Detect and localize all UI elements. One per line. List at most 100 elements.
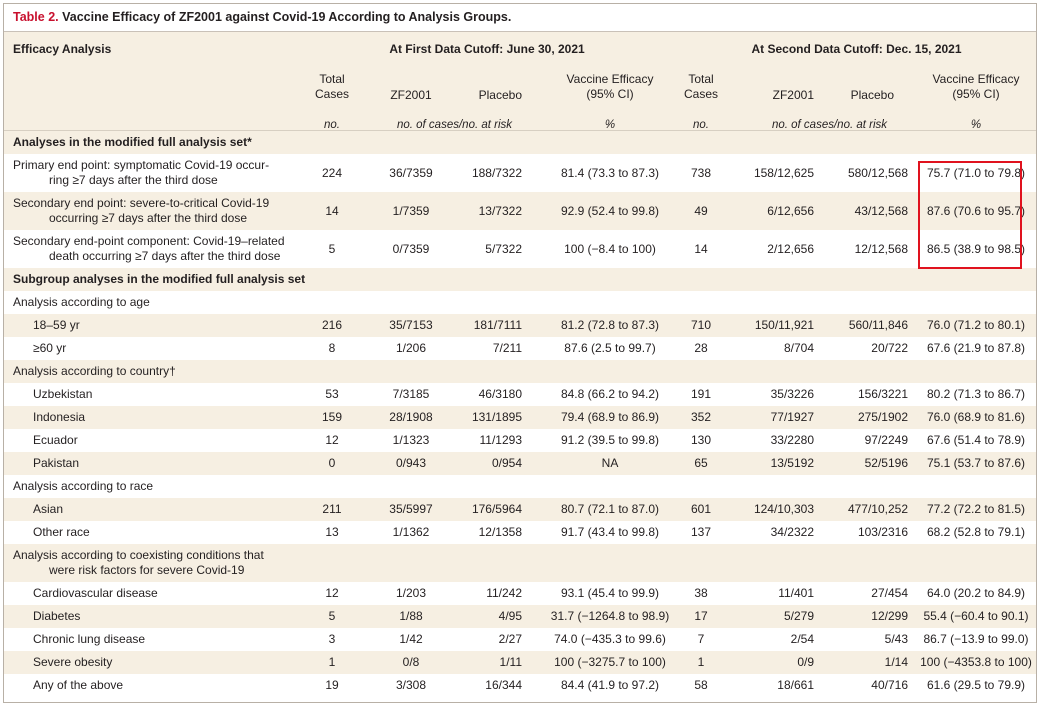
placebo-first-cell: 2/27 <box>498 632 522 646</box>
placebo-second-cell: 103/2316 <box>857 525 908 539</box>
total-cases-second-cell: 49 <box>694 204 708 218</box>
total-cases-second-cell: 738 <box>690 166 712 180</box>
vaccine-efficacy-second-cell: 67.6 (51.4 to 78.9) <box>926 433 1026 447</box>
vaccine-efficacy-header-2: Vaccine Efficacy (95% CI) <box>932 72 1020 101</box>
zf2001-first-cell: 1/203 <box>395 586 427 600</box>
placebo-second-cell: 27/454 <box>871 586 908 600</box>
vaccine-efficacy-first-cell: 74.0 (−435.3 to 99.6) <box>554 632 666 646</box>
placebo-first-cell: 7/211 <box>492 341 522 355</box>
vaccine-efficacy-second-cell: 61.6 (29.5 to 79.9) <box>926 678 1026 692</box>
vaccine-efficacy-first-cell: 91.2 (39.5 to 99.8) <box>560 433 660 447</box>
row-label: Diabetes <box>33 605 80 628</box>
unit-cases-at-risk-2: no. of cases/no. at risk <box>771 119 888 131</box>
row-label-text: Analysis according to country† <box>13 364 176 378</box>
zf2001-second-cell: 35/3226 <box>770 387 814 401</box>
row-label: Severe obesity <box>33 651 112 674</box>
zf2001-first-cell: 0/7359 <box>392 242 430 256</box>
total-cases-second-cell: 710 <box>690 318 712 332</box>
row-label-text: Secondary end-point component: Covid-19–… <box>13 234 285 248</box>
total-cases-first-cell: 5 <box>328 609 336 623</box>
unit-percent-1: % <box>604 119 616 131</box>
row-label: ≥60 yr <box>33 337 66 360</box>
row-label-continuation: occurring ≥7 days after the third dose <box>49 211 248 225</box>
row-label-text: Cardiovascular disease <box>33 586 158 600</box>
placebo-second-cell: 580/12,568 <box>847 166 908 180</box>
row-label: Subgroup analyses in the modified full a… <box>13 268 305 291</box>
zf2001-second-cell: 6/12,656 <box>767 204 814 218</box>
placebo-header-1: Placebo <box>478 88 522 102</box>
row-label: Ecuador <box>33 429 78 452</box>
total-cases-first-cell: 216 <box>321 318 343 332</box>
row-label-text: Chronic lung disease <box>33 632 146 646</box>
unit-percent-2: % <box>970 119 982 131</box>
row-label: Chronic lung disease <box>33 628 145 651</box>
zf2001-second-cell: 0/9 <box>797 655 814 669</box>
row-label-continuation: were risk factors for severe Covid-19 <box>49 563 245 577</box>
vaccine-efficacy-first-cell: 93.1 (45.4 to 99.9) <box>560 586 660 600</box>
section-header-row: Analyses in the modified full analysis s… <box>4 131 1036 154</box>
vaccine-efficacy-first-cell: 84.8 (66.2 to 94.2) <box>560 387 660 401</box>
placebo-second-cell: 12/299 <box>871 609 908 623</box>
zf2001-second-cell: 5/279 <box>783 609 814 623</box>
zf2001-header-2: ZF2001 <box>772 88 814 102</box>
placebo-first-cell: 188/7322 <box>471 166 522 180</box>
total-cases-second-cell: 65 <box>694 456 708 470</box>
row-label: 18–59 yr <box>33 314 80 337</box>
table-body: Analyses in the modified full analysis s… <box>4 131 1036 697</box>
table-row: Secondary end-point component: Covid-19–… <box>4 230 1036 268</box>
table-row: Other race 13 1/1362 12/1358 91.7 (43.4 to 9… <box>4 521 1036 544</box>
table-header: Efficacy Analysis At First Data Cutoff: … <box>4 32 1036 131</box>
row-label-text: Pakistan <box>33 456 80 470</box>
table-row: Primary end point: symptomatic Covid-19 … <box>4 154 1036 192</box>
row-label-text: Analysis according to race <box>13 479 154 493</box>
placebo-first-cell: 1/11 <box>499 655 522 669</box>
vaccine-efficacy-second-cell: 55.4 (−60.4 to 90.1) <box>923 609 1029 623</box>
row-label: Secondary end point: severe-to-critical … <box>13 196 269 234</box>
row-label: Pakistan <box>33 452 79 475</box>
total-cases-first-cell: 13 <box>325 525 339 539</box>
row-label-text: Indonesia <box>33 410 86 424</box>
row-label: Other race <box>33 521 90 544</box>
row-label: Analysis according to race <box>13 475 153 498</box>
row-label: Asian <box>33 498 63 521</box>
placebo-first-cell: 13/7322 <box>478 204 522 218</box>
zf2001-second-cell: 13/5192 <box>770 456 814 470</box>
total-cases-second-cell: 137 <box>690 525 712 539</box>
zf2001-second-cell: 8/704 <box>783 341 814 355</box>
total-cases-second-cell: 58 <box>694 678 708 692</box>
total-cases-first-cell: 1 <box>328 655 336 669</box>
zf2001-second-cell: 18/661 <box>777 678 814 692</box>
vaccine-efficacy-first-cell: 87.6 (2.5 to 99.7) <box>564 341 656 355</box>
placebo-first-cell: 4/95 <box>498 609 522 623</box>
table-row: Indonesia 159 28/1908 131/1895 79.4 (68.9 to… <box>4 406 1036 429</box>
row-label: Primary end point: symptomatic Covid-19 … <box>13 158 269 196</box>
placebo-second-cell: 5/43 <box>884 632 908 646</box>
row-label-continuation: death occurring ≥7 days after the third … <box>49 249 281 263</box>
table-row: Secondary end point: severe-to-critical … <box>4 192 1036 230</box>
row-label: Secondary end-point component: Covid-19–… <box>13 234 285 272</box>
vaccine-efficacy-header-1: Vaccine Efficacy (95% CI) <box>566 72 654 101</box>
vaccine-efficacy-second-cell: 68.2 (52.8 to 79.1) <box>926 525 1026 539</box>
row-label-text: Other race <box>33 525 90 539</box>
first-cutoff-heading: At First Data Cutoff: June 30, 2021 <box>389 42 585 56</box>
total-cases-second-cell: 28 <box>694 341 708 355</box>
total-cases-first-cell: 159 <box>321 410 343 424</box>
zf2001-second-cell: 124/10,303 <box>753 502 814 516</box>
total-cases-second-cell: 601 <box>690 502 712 516</box>
zf2001-first-cell: 35/5997 <box>389 502 433 516</box>
placebo-first-cell: 11/242 <box>486 586 522 600</box>
vaccine-efficacy-second-cell: 87.6 (70.6 to 95.7) <box>926 204 1026 218</box>
table-number: Table 2. <box>13 10 59 24</box>
vaccine-efficacy-second-cell: 75.7 (71.0 to 79.8) <box>926 166 1026 180</box>
placebo-second-cell: 275/1902 <box>857 410 908 424</box>
zf2001-first-cell: 28/1908 <box>389 410 433 424</box>
vaccine-efficacy-first-cell: 31.7 (−1264.8 to 98.9) <box>550 609 670 623</box>
placebo-second-cell: 12/12,568 <box>854 242 908 256</box>
table-title: Table 2. Vaccine Efficacy of ZF2001 agai… <box>4 4 1036 32</box>
second-cutoff-heading: At Second Data Cutoff: Dec. 15, 2021 <box>751 42 962 56</box>
placebo-second-cell: 52/5196 <box>864 456 908 470</box>
vaccine-efficacy-second-cell: 76.0 (68.9 to 81.6) <box>926 410 1026 424</box>
vaccine-efficacy-second-cell: 75.1 (53.7 to 87.6) <box>926 456 1026 470</box>
table-row: Severe obesity 1 0/8 1/11 100 (−3275.7 to 10… <box>4 651 1036 674</box>
placebo-first-cell: 176/5964 <box>471 502 522 516</box>
